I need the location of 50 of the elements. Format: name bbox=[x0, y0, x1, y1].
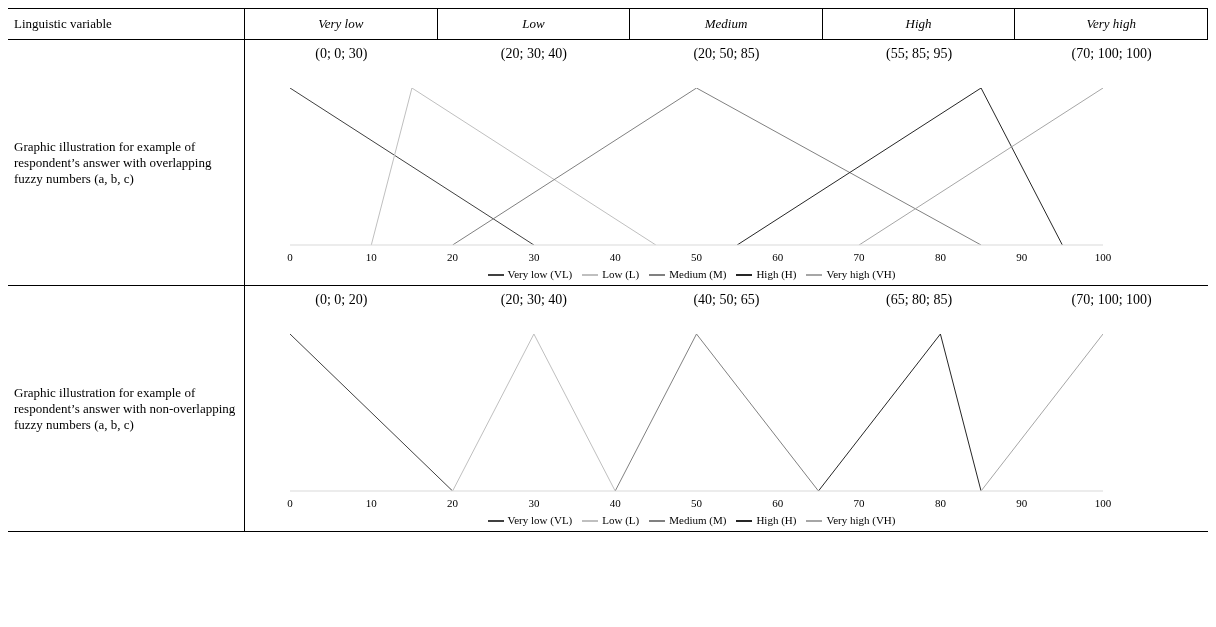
legend-label: Very low (VL) bbox=[507, 267, 573, 280]
text: Graphic illustration for example of respondent’s answer with non-overlapping fuzzy numbers (a, b, c) bbox=[8, 286, 245, 531]
legend-label: Low (L) bbox=[602, 513, 640, 526]
category-label: Low bbox=[437, 9, 631, 39]
text: (70; 100; 100) bbox=[1070, 292, 1153, 308]
x-tick-label: 100 bbox=[1094, 496, 1112, 509]
x-tick-label: 30 bbox=[528, 250, 540, 263]
legend-label: Low (L) bbox=[602, 267, 640, 280]
text: (0; 0; 30) bbox=[314, 46, 369, 62]
category-label: Very high bbox=[1015, 9, 1208, 39]
text: (20; 50; 85) bbox=[692, 46, 761, 62]
legend-label: Very low (VL) bbox=[507, 513, 573, 526]
x-tick-label: 80 bbox=[934, 496, 947, 509]
x-tick-label: 10 bbox=[365, 250, 378, 263]
text: (55; 85; 95) bbox=[885, 46, 954, 62]
x-tick-label: 100 bbox=[1094, 250, 1112, 263]
x-tick-label: 90 bbox=[1016, 250, 1028, 263]
x-tick-label: 90 bbox=[1016, 496, 1028, 509]
legend-label: High (H) bbox=[756, 513, 797, 526]
x-tick-label: 50 bbox=[691, 496, 703, 509]
x-tick-label: 70 bbox=[853, 250, 866, 263]
text: (20; 30; 40) bbox=[499, 292, 568, 308]
text: (40; 50; 65) bbox=[692, 292, 761, 308]
x-tick-label: 20 bbox=[447, 250, 459, 263]
legend-label: Very high (VH) bbox=[826, 267, 896, 280]
legend-label: Medium (M) bbox=[669, 513, 727, 526]
text: (20; 30; 40) bbox=[499, 46, 568, 62]
x-tick-label: 70 bbox=[853, 496, 866, 509]
legend-label: High (H) bbox=[756, 267, 797, 280]
x-tick-label: 60 bbox=[772, 250, 784, 263]
legend-label: Very high (VH) bbox=[826, 513, 896, 526]
x-tick-label: 40 bbox=[609, 496, 622, 509]
category-label: High bbox=[822, 9, 1016, 39]
x-tick-label: 0 bbox=[287, 496, 294, 509]
x-tick-label: 0 bbox=[287, 250, 294, 263]
x-tick-label: 30 bbox=[528, 496, 540, 509]
text: (65; 80; 85) bbox=[885, 292, 954, 308]
text: Linguistic variable bbox=[8, 9, 245, 39]
text: (0; 0; 20) bbox=[314, 292, 369, 308]
text: Graphic illustration for example of respondent’s answer with overlapping fuzzy numbers (a, b, c) bbox=[8, 40, 245, 285]
x-tick-label: 20 bbox=[447, 496, 459, 509]
x-tick-label: 40 bbox=[609, 250, 622, 263]
x-tick-label: 50 bbox=[691, 250, 703, 263]
x-tick-label: 10 bbox=[365, 496, 378, 509]
x-tick-label: 60 bbox=[772, 496, 784, 509]
x-tick-label: 80 bbox=[934, 250, 947, 263]
text: (70; 100; 100) bbox=[1070, 46, 1153, 62]
legend-label: Medium (M) bbox=[669, 267, 727, 280]
category-label: Very low bbox=[245, 9, 438, 39]
category-label: Medium bbox=[630, 9, 823, 39]
